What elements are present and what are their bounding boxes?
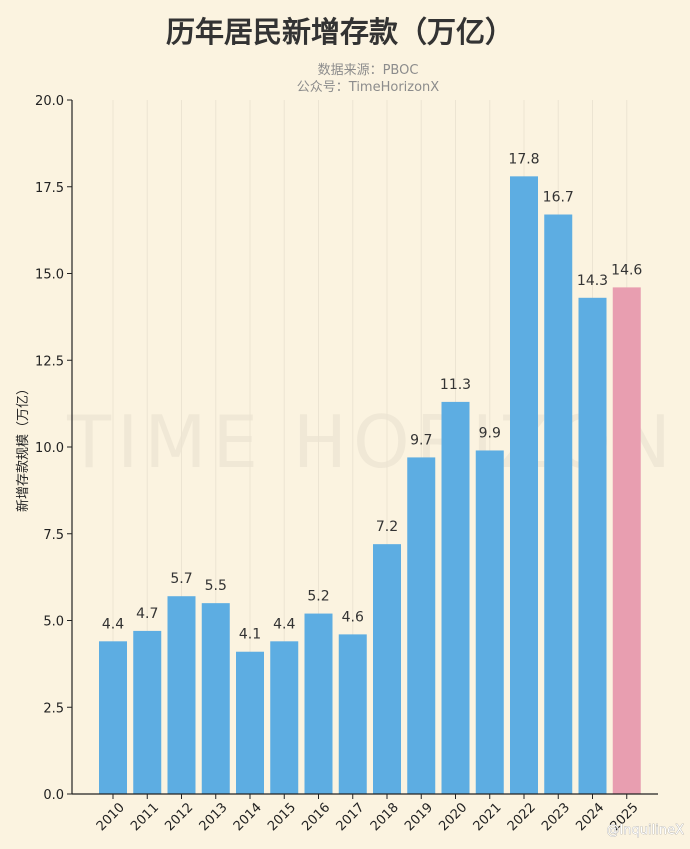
x-tick-label: 2016 xyxy=(299,800,333,834)
data-label-2022: 17.8 xyxy=(508,151,539,167)
bar-2017 xyxy=(338,634,367,794)
y-tick-label: 10.0 xyxy=(35,441,64,456)
data-label-2018: 7.2 xyxy=(376,519,398,535)
bar-2022 xyxy=(510,176,538,795)
bar-2023 xyxy=(544,214,573,794)
x-ticks-group: 2010 2011 2012 2013 2014 2015 2016 2017 2018 2019… xyxy=(94,794,642,834)
x-tick-label: 2023 xyxy=(539,800,573,834)
bar-2011 xyxy=(133,630,162,794)
chart-account-line: 公众号：TimeHorizonX xyxy=(297,80,440,95)
x-tick-label: 2024 xyxy=(573,800,607,834)
x-tick-label: 2021 xyxy=(471,800,505,834)
y-tick-label: 5.0 xyxy=(43,615,64,630)
x-tick-label: 2014 xyxy=(231,800,265,834)
y-tick-label: 2.5 xyxy=(43,701,64,716)
y-tick-label: 15.0 xyxy=(35,268,64,283)
bar-2024 xyxy=(578,297,607,794)
bars-group xyxy=(99,176,641,795)
chart-source-line: 数据来源：PBOC xyxy=(318,63,419,78)
data-label-2010: 4.4 xyxy=(102,616,124,632)
y-tick-label: 17.5 xyxy=(35,181,64,196)
y-tick-label: 0.0 xyxy=(43,788,64,803)
data-label-2021: 9.9 xyxy=(479,425,501,441)
bar-2010 xyxy=(99,641,127,794)
x-tick-label: 2017 xyxy=(334,800,368,834)
data-labels-group: 4.4 4.7 5.7 5.5 4.1 4.4 5.2 4.6 7.2 9.7 11.3 9.9 17.… xyxy=(102,151,643,642)
y-axis-label: 新增存款规模（万亿） xyxy=(15,382,31,512)
bar-2019 xyxy=(407,457,436,794)
x-tick-label: 2012 xyxy=(162,800,196,834)
bar-2020 xyxy=(441,401,470,794)
bar-2025 xyxy=(612,287,641,794)
data-label-2023: 16.7 xyxy=(543,190,574,206)
data-label-2011: 4.7 xyxy=(136,606,158,622)
x-tick-label: 2022 xyxy=(505,800,539,834)
bar-2012 xyxy=(167,596,196,794)
bar-2013 xyxy=(201,603,230,794)
data-label-2024: 14.3 xyxy=(577,273,608,289)
chart-title: 历年居民新增存款（万亿） xyxy=(166,15,514,49)
data-label-2016: 5.2 xyxy=(307,589,329,605)
data-label-2013: 5.5 xyxy=(205,578,227,594)
bar-2016 xyxy=(304,613,333,794)
x-tick-label: 2018 xyxy=(368,800,402,834)
y-tick-label: 12.5 xyxy=(35,354,64,369)
x-tick-label: 2015 xyxy=(265,800,299,834)
data-label-2020: 11.3 xyxy=(440,377,471,393)
bar-2014 xyxy=(236,651,264,794)
x-tick-label: 2011 xyxy=(128,800,162,834)
bar-2021 xyxy=(475,450,504,794)
y-tick-label: 7.5 xyxy=(43,528,64,543)
x-tick-label: 2020 xyxy=(436,800,470,834)
x-tick-label: 2010 xyxy=(94,800,128,834)
data-label-2014: 4.1 xyxy=(239,627,261,643)
y-ticks-group: 0.0 2.5 5.0 7.5 10.0 12.5 15.0 17.5 20.0 xyxy=(35,94,72,803)
data-label-2019: 9.7 xyxy=(410,432,432,448)
data-label-2012: 5.7 xyxy=(170,571,192,587)
data-label-2025: 14.6 xyxy=(611,262,642,278)
data-label-2015: 4.4 xyxy=(273,616,295,632)
x-tick-label: 2019 xyxy=(402,800,436,834)
data-label-2017: 4.6 xyxy=(342,609,364,625)
y-tick-label: 20.0 xyxy=(35,94,64,109)
bar-2018 xyxy=(373,544,401,794)
x-tick-label: 2013 xyxy=(197,800,231,834)
credit-text: @InquilineX xyxy=(606,823,684,838)
bar-2015 xyxy=(270,641,299,794)
